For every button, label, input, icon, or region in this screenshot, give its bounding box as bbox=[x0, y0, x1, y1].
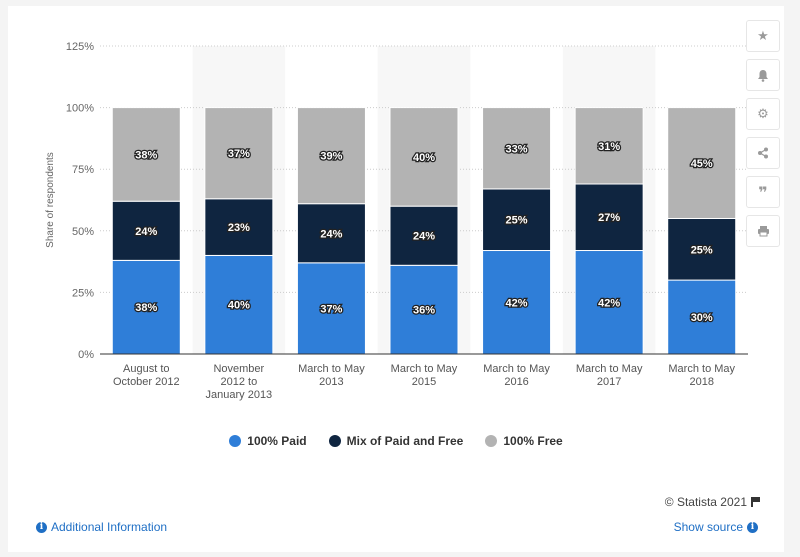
bar-segment bbox=[111, 107, 181, 202]
data-label: 25% bbox=[506, 215, 528, 227]
additional-information-label: Additional Information bbox=[51, 520, 168, 534]
y-tick-label: 50% bbox=[72, 226, 94, 238]
x-tick-label: March to May 2016 bbox=[483, 363, 550, 388]
y-tick-label: 125% bbox=[66, 41, 94, 53]
legend-swatch-paid bbox=[229, 435, 242, 447]
bar-segment bbox=[204, 254, 274, 355]
additional-information-link[interactable]: i Additional Information bbox=[36, 520, 167, 534]
data-label: 36% bbox=[413, 305, 435, 317]
stacked-bar-chart: 0% 25% 50% 75% 100% 125% Share of respondents 3… bbox=[45, 41, 748, 401]
x-tick-label: March to May 2015 bbox=[391, 363, 458, 388]
x-tick-label: November 2012 to January 2013 bbox=[206, 363, 273, 401]
favorite-button[interactable]: ★ bbox=[746, 20, 780, 52]
legend-swatch-mix bbox=[328, 435, 341, 447]
star-icon: ★ bbox=[757, 28, 769, 44]
bar-segment bbox=[389, 107, 459, 207]
data-label: 42% bbox=[598, 297, 620, 309]
y-axis-label: Share of respondents bbox=[45, 152, 56, 248]
x-tick-label: August to October 2012 bbox=[113, 363, 180, 388]
legend: 100% Paid Mix of Paid and Free 100% Free bbox=[8, 434, 784, 448]
bar-segment bbox=[667, 217, 737, 281]
bar-segment bbox=[296, 262, 366, 355]
data-label: 24% bbox=[135, 226, 157, 238]
bar-segment bbox=[296, 203, 366, 264]
y-tick-label: 75% bbox=[72, 164, 94, 176]
settings-button[interactable]: ⚙ bbox=[746, 98, 780, 130]
data-label: 30% bbox=[691, 312, 713, 324]
flag-icon bbox=[751, 497, 760, 507]
bar-segment bbox=[667, 107, 737, 219]
x-tick-label: March to May 2018 bbox=[668, 363, 735, 388]
bar-segment bbox=[667, 279, 737, 355]
show-source-link[interactable]: Show source i bbox=[674, 520, 758, 534]
data-label: 39% bbox=[320, 151, 342, 163]
legend-item-paid[interactable]: 100% Paid bbox=[229, 434, 307, 448]
data-label: 37% bbox=[228, 148, 250, 160]
bar-segment bbox=[389, 264, 459, 355]
data-label: 40% bbox=[413, 152, 435, 164]
data-label: 24% bbox=[413, 231, 435, 243]
legend-label-mix: Mix of Paid and Free bbox=[346, 434, 464, 448]
y-tick-label: 25% bbox=[72, 287, 94, 299]
share-button[interactable] bbox=[746, 137, 780, 169]
legend-label-paid: 100% Paid bbox=[247, 434, 307, 448]
bar-segment bbox=[389, 205, 459, 266]
share-icon bbox=[758, 147, 768, 159]
print-button[interactable] bbox=[746, 215, 780, 247]
data-label: 38% bbox=[135, 149, 157, 161]
x-tick-label: March to May 2013 bbox=[298, 363, 365, 388]
data-label: 33% bbox=[506, 143, 528, 155]
print-icon bbox=[757, 226, 769, 237]
legend-label-free: 100% Free bbox=[503, 434, 563, 448]
data-label: 27% bbox=[598, 212, 620, 224]
bell-icon bbox=[758, 69, 768, 82]
data-label: 38% bbox=[135, 302, 157, 314]
chart-card: 0% 25% 50% 75% 100% 125% Share of respondents 3… bbox=[8, 6, 784, 552]
bar-segment bbox=[574, 107, 644, 185]
gear-icon: ⚙ bbox=[757, 106, 769, 122]
show-source-label: Show source bbox=[673, 520, 743, 534]
quote-icon: ❞ bbox=[758, 182, 768, 202]
data-label: 45% bbox=[691, 158, 713, 170]
bar-segment bbox=[296, 107, 366, 205]
data-label: 24% bbox=[320, 228, 342, 240]
data-label: 40% bbox=[228, 300, 250, 312]
data-label: 42% bbox=[506, 297, 528, 309]
toolbar: ★ ⚙ ❞ bbox=[746, 20, 782, 254]
legend-swatch-free bbox=[485, 435, 498, 447]
bar-segment bbox=[574, 250, 644, 355]
statista-credit[interactable]: © Statista 2021 bbox=[665, 495, 760, 509]
legend-item-free[interactable]: 100% Free bbox=[485, 434, 563, 448]
credit-text: © Statista 2021 bbox=[664, 495, 747, 509]
bar-segment bbox=[111, 259, 181, 355]
legend-item-mix[interactable]: Mix of Paid and Free bbox=[328, 434, 464, 448]
info-icon: i bbox=[36, 521, 47, 533]
notification-button[interactable] bbox=[746, 59, 780, 91]
bar-segment bbox=[482, 107, 552, 190]
y-tick-label: 100% bbox=[66, 103, 94, 115]
data-label: 23% bbox=[228, 222, 250, 234]
data-label: 37% bbox=[320, 303, 342, 315]
bar-segment bbox=[204, 198, 274, 256]
info-icon: i bbox=[747, 521, 758, 533]
data-label: 31% bbox=[598, 141, 620, 153]
bar-segment bbox=[204, 107, 274, 200]
x-tick-label: March to May 2017 bbox=[576, 363, 643, 388]
bar-segment bbox=[574, 183, 644, 252]
data-label: 25% bbox=[691, 244, 713, 256]
y-tick-label: 0% bbox=[78, 349, 94, 361]
cite-button[interactable]: ❞ bbox=[746, 176, 780, 208]
bar-segment bbox=[482, 188, 552, 252]
bar-segment bbox=[111, 200, 181, 261]
